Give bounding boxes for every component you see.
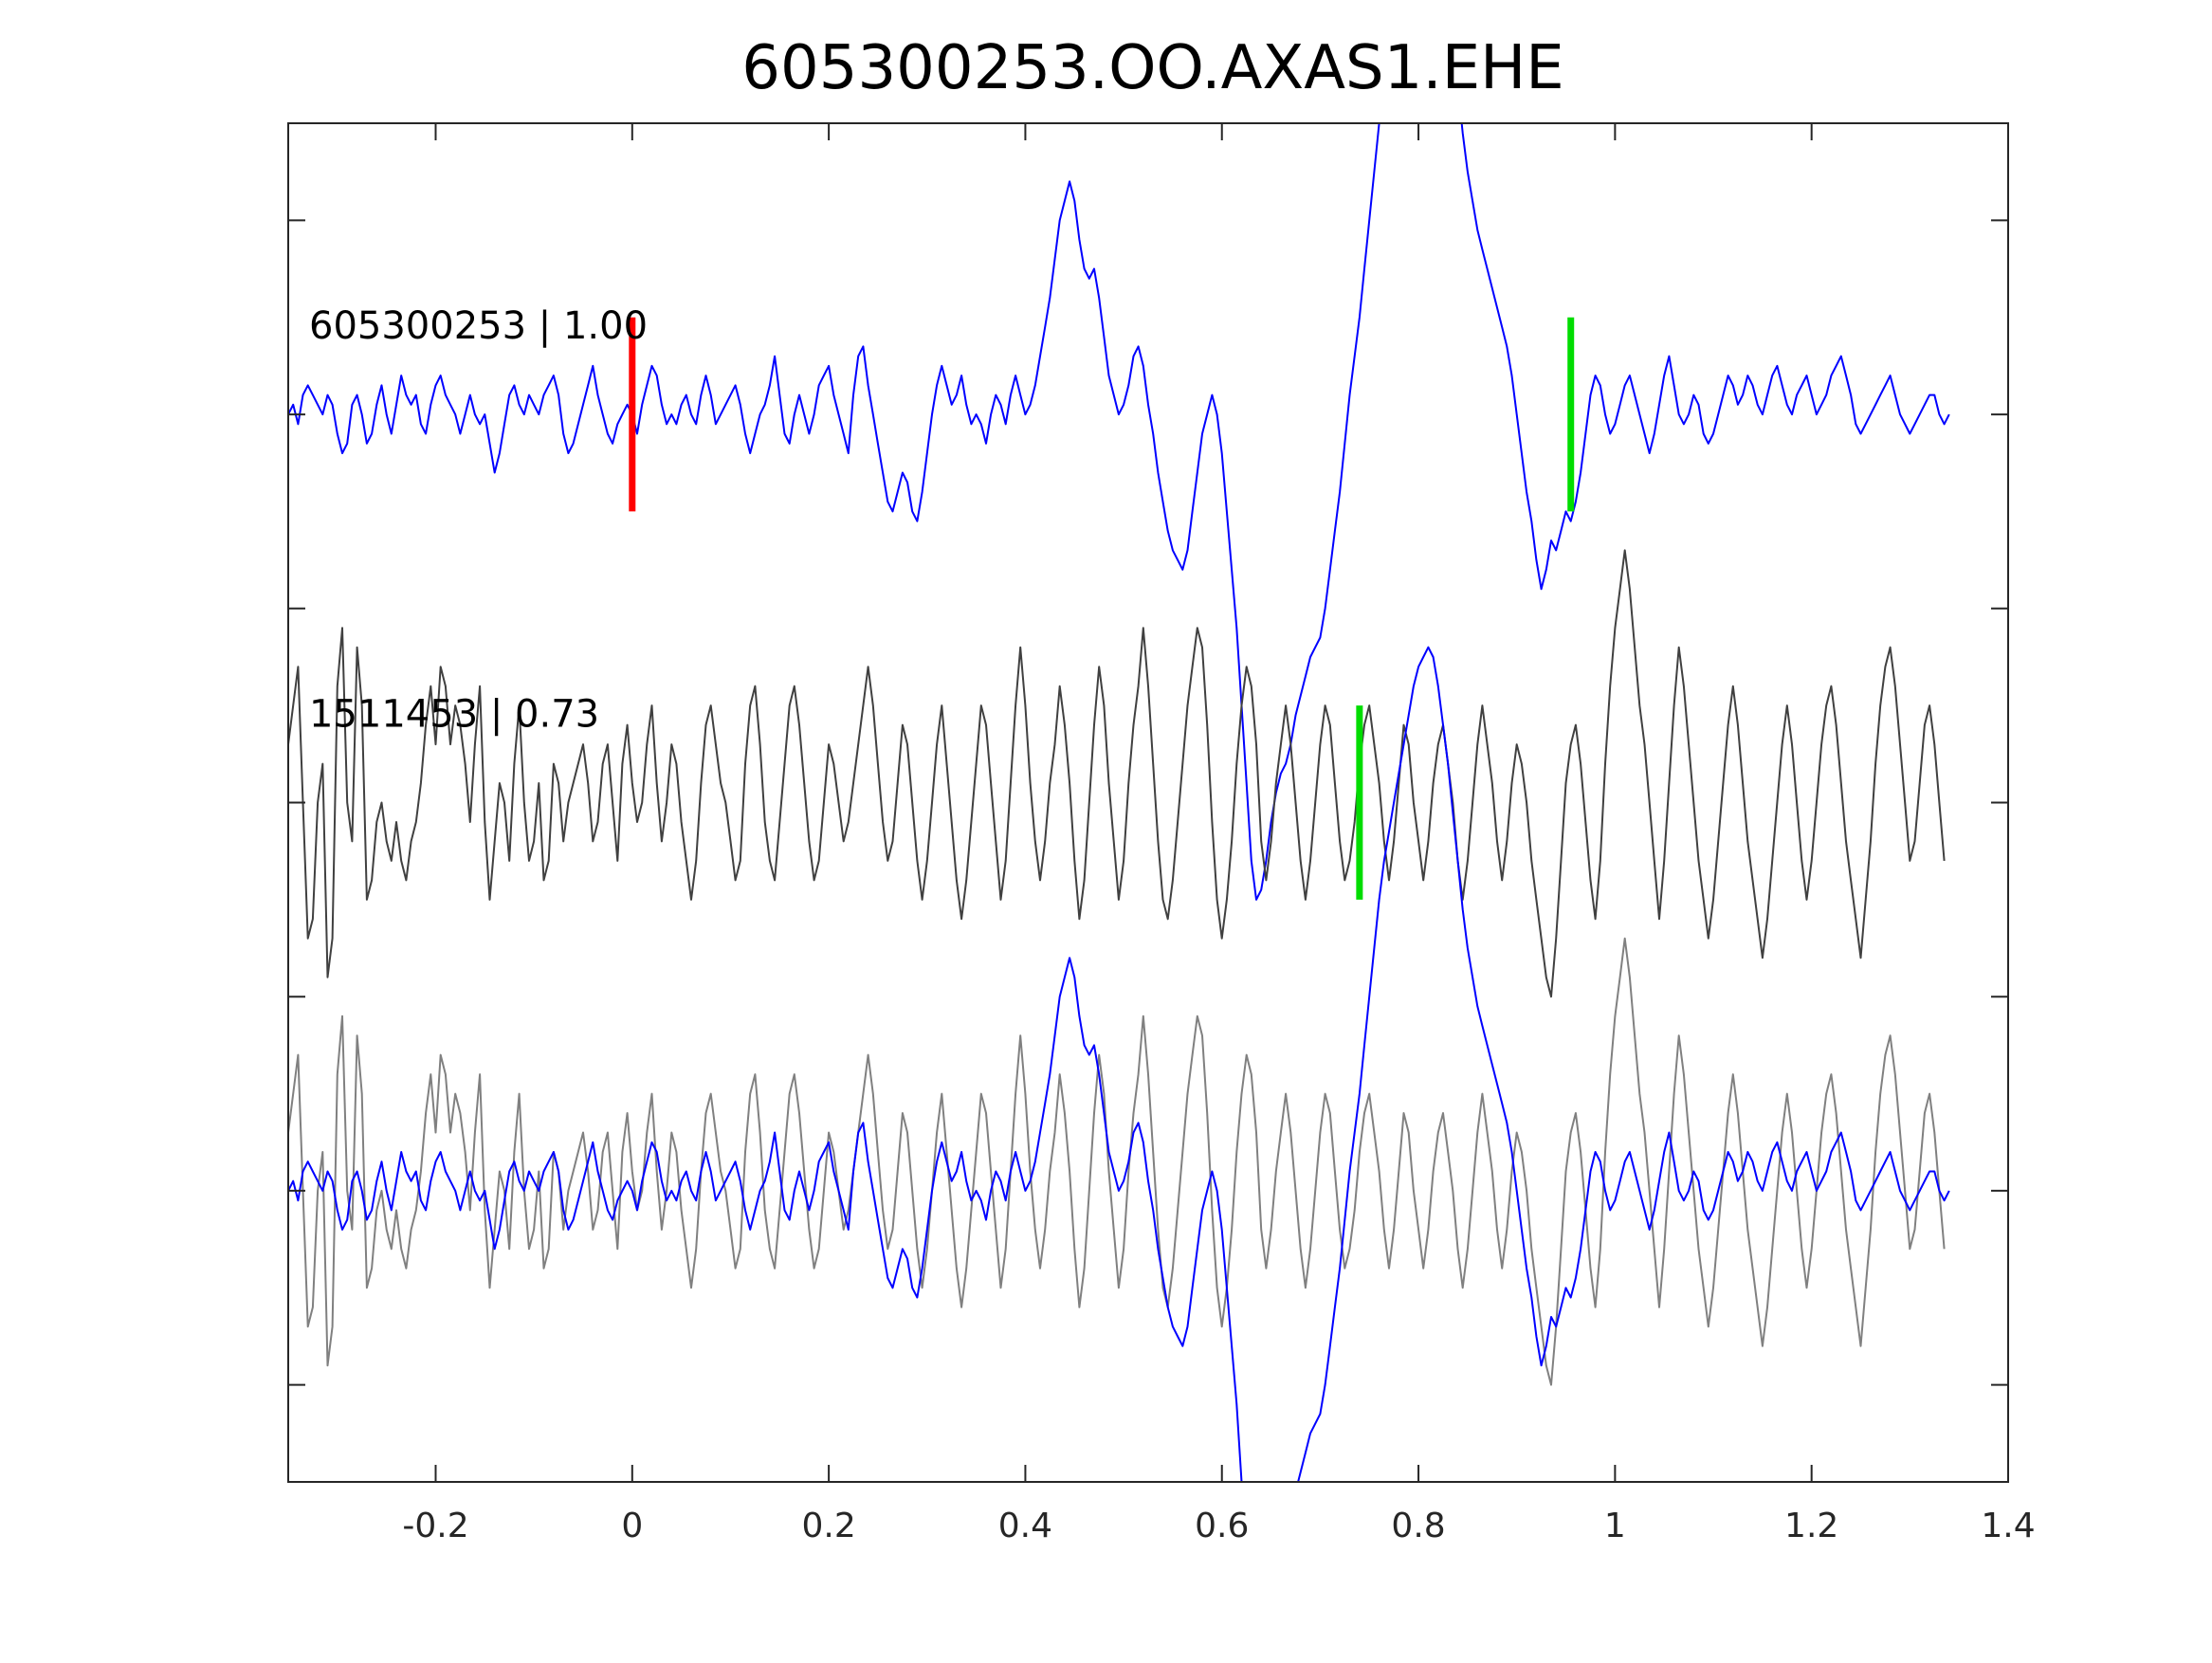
trace-2-label: 1511453 | 0.73 (309, 693, 599, 737)
x-axis-ticks: -0.2 0 0.2 0.4 0.6 0.8 1 1.2 1.4 (402, 123, 2036, 1545)
x-tick-label: 1.4 (1981, 1507, 2035, 1545)
x-tick-label: 0.8 (1391, 1507, 1445, 1545)
trace-1-label: 605300253 | 1.00 (309, 304, 648, 348)
overlay-series-1-line (288, 937, 1946, 1386)
x-tick-label: 0.2 (801, 1507, 855, 1545)
x-tick-label: 1.2 (1784, 1507, 1838, 1545)
trace-2-line (288, 549, 1946, 998)
picks-layer (629, 317, 1575, 900)
overlay-series-2-line (288, 646, 1950, 1482)
traces-layer (288, 123, 1950, 1482)
x-tick-label: -0.2 (402, 1507, 468, 1545)
x-tick-label: 0.6 (1195, 1507, 1249, 1545)
x-tick-label: 1 (1604, 1507, 1626, 1545)
x-tick-label: 0.4 (998, 1507, 1052, 1545)
chart-title: 605300253.OO.AXAS1.EHE (741, 33, 1563, 103)
trace-1-line (288, 123, 1950, 901)
trace-labels: 605300253 | 1.00 1511453 | 0.73 (309, 304, 648, 736)
y-axis-ticks (288, 219, 2008, 1386)
x-tick-label: 0 (621, 1507, 643, 1545)
